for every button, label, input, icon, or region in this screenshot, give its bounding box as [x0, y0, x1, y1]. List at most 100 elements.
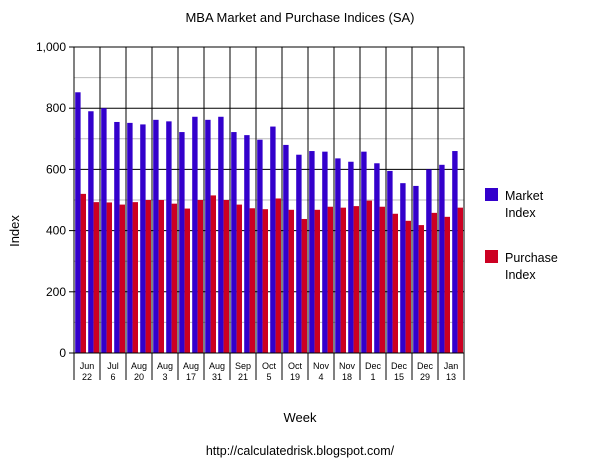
x-tick-label-day: 22 [82, 372, 92, 382]
x-tick-label-day: 6 [110, 372, 115, 382]
x-tick-label-month: Dec [365, 361, 382, 371]
x-tick-label-day: 15 [394, 372, 404, 382]
bar-purchase [184, 208, 190, 353]
y-tick-label: 200 [46, 285, 66, 299]
bar-market [361, 151, 367, 353]
y-tick-label: 800 [46, 101, 66, 115]
bar-purchase [366, 200, 372, 353]
bar-market [413, 185, 419, 353]
bar-purchase [327, 206, 333, 353]
bar-market [348, 161, 354, 353]
bar-market [114, 121, 120, 353]
y-tick-label: 0 [59, 346, 66, 360]
bar-market [166, 121, 172, 353]
x-tick-label-day: 3 [162, 372, 167, 382]
bar-market [374, 163, 380, 353]
bar-purchase [132, 202, 138, 353]
bar-purchase [418, 225, 424, 353]
x-tick-label-month: Dec [391, 361, 408, 371]
bar-market [88, 111, 94, 353]
bar-purchase [353, 206, 359, 353]
bar-purchase [223, 200, 229, 353]
bar-market [218, 116, 224, 353]
x-tick-label-day: 1 [370, 372, 375, 382]
bar-market [75, 92, 81, 354]
bar-purchase [93, 202, 99, 353]
x-tick-label-day: 17 [186, 372, 196, 382]
legend-label-purchase-line1: Purchase [505, 251, 558, 265]
x-tick-label-month: Aug [183, 361, 199, 371]
bar-purchase [275, 198, 281, 353]
legend-swatch-purchase [485, 250, 498, 263]
y-axis-ticks: 0 200 400 600 800 1,000 [36, 40, 74, 360]
bar-market [335, 158, 341, 353]
x-tick-label-day: 13 [446, 372, 456, 382]
bar-market [153, 119, 159, 353]
x-tick-label-month: Sep [235, 361, 251, 371]
bar-purchase [119, 204, 125, 353]
bar-purchase [158, 200, 164, 353]
x-axis-label: Week [284, 410, 317, 425]
bar-market [400, 183, 406, 353]
x-tick-label-day: 19 [290, 372, 300, 382]
bar-purchase [145, 200, 151, 353]
x-tick-label-month: Jun [80, 361, 95, 371]
legend-label-market-line2: Index [505, 206, 536, 220]
bar-purchase [210, 195, 216, 353]
bar-purchase [392, 213, 398, 353]
x-tick-label-day: 20 [134, 372, 144, 382]
bar-purchase [457, 207, 463, 353]
bar-market [101, 108, 107, 353]
bar-market [179, 132, 185, 353]
bar-market [205, 119, 211, 353]
x-tick-label-month: Aug [157, 361, 173, 371]
legend-label-market-line1: Market [505, 189, 544, 203]
x-tick-label-month: Jan [444, 361, 459, 371]
x-tick-label-month: Aug [209, 361, 225, 371]
bar-purchase [106, 202, 112, 353]
bar-market [452, 151, 458, 353]
y-tick-label: 1,000 [36, 40, 66, 54]
bar-purchase [444, 216, 450, 353]
bar-purchase [197, 200, 203, 353]
bar-purchase [262, 209, 268, 353]
bar-market [439, 164, 445, 353]
x-tick-label-day: 4 [318, 372, 323, 382]
bar-market [309, 151, 315, 353]
bars [75, 92, 463, 354]
y-tick-label: 600 [46, 162, 66, 176]
x-tick-label-month: Oct [262, 361, 277, 371]
bar-purchase [431, 212, 437, 353]
bar-purchase [288, 209, 294, 353]
plot-frame [73, 46, 465, 354]
chart-title: MBA Market and Purchase Indices (SA) [185, 10, 414, 25]
y-axis-label: Index [7, 215, 22, 247]
plot-border [73, 46, 465, 354]
x-tick-label-month: Oct [288, 361, 303, 371]
x-tick-label-month: Jul [107, 361, 119, 371]
x-tick-label-day: 18 [342, 372, 352, 382]
bar-purchase [171, 203, 177, 353]
bar-market [127, 122, 133, 353]
x-tick-label-month: Nov [313, 361, 330, 371]
bar-purchase [80, 193, 86, 353]
bar-purchase [249, 208, 255, 353]
x-tick-label-month: Aug [131, 361, 147, 371]
y-tick-label: 400 [46, 224, 66, 238]
bar-market [231, 132, 237, 353]
bar-market [426, 169, 432, 353]
bar-purchase [314, 209, 320, 353]
x-axis-ticks: Jun22Jul6Aug20Aug3Aug17Aug31Sep21Oct5Oct… [73, 353, 465, 382]
bar-market [257, 139, 263, 353]
bar-market [387, 170, 393, 353]
bar-purchase [340, 207, 346, 353]
bar-purchase [301, 218, 307, 353]
legend-label-purchase-line2: Index [505, 268, 536, 282]
x-tick-label-day: 29 [420, 372, 430, 382]
bar-market [322, 151, 328, 353]
bar-market [296, 154, 302, 353]
bar-market [192, 116, 198, 353]
bar-market [140, 124, 146, 353]
bar-market [244, 135, 250, 353]
